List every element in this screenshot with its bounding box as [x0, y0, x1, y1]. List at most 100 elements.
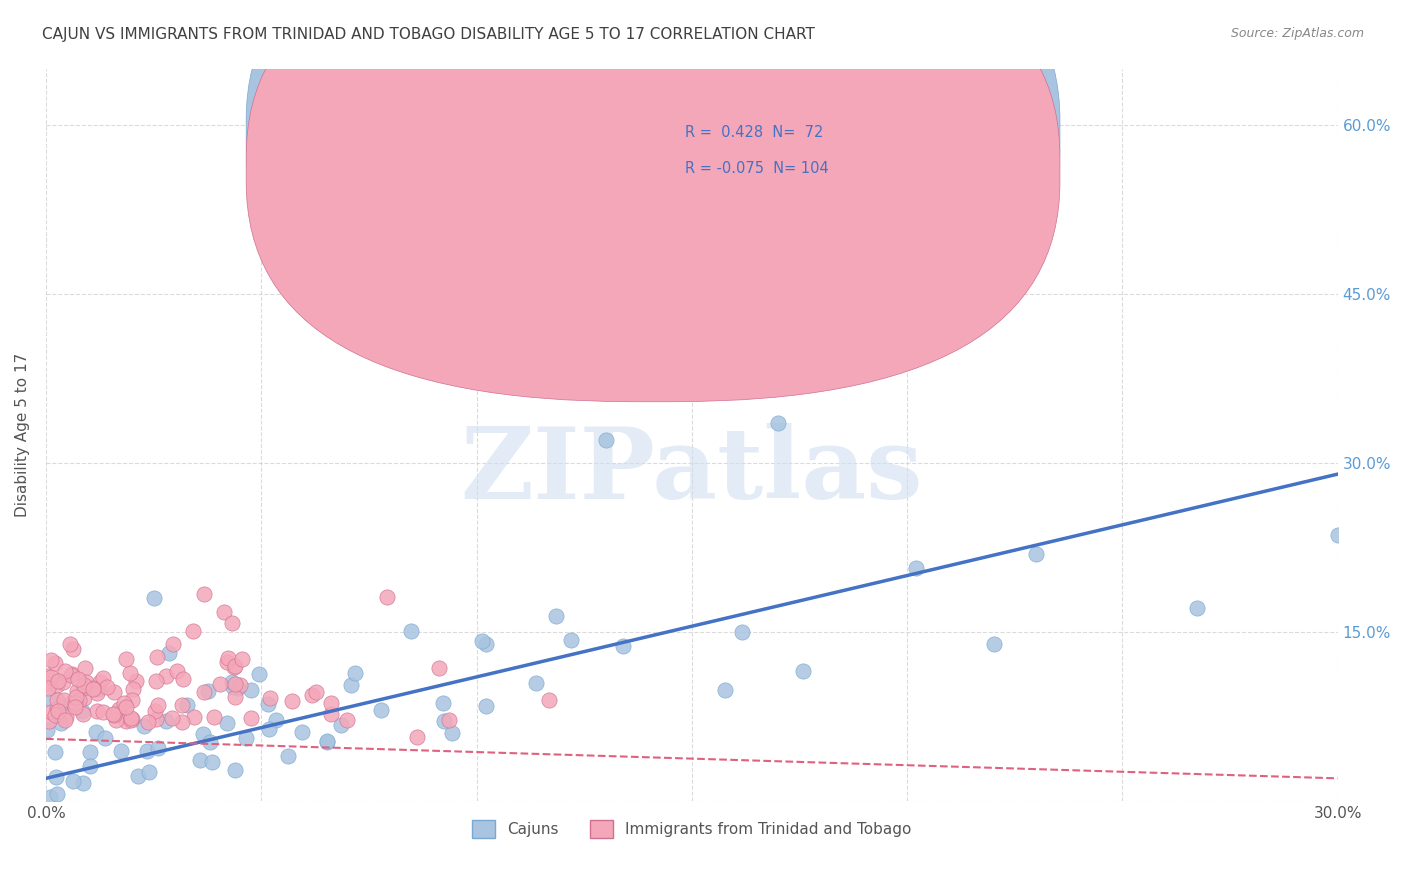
Point [440, 725, 463, 739]
Point [115, 652, 138, 666]
Point [471, 634, 494, 648]
Point [1185, 600, 1208, 615]
Point [62, 642, 84, 657]
Point [60, 667, 83, 681]
Y-axis label: Disability Age 5 to 17: Disability Age 5 to 17 [15, 352, 30, 516]
Point [370, 703, 392, 717]
Point [713, 683, 735, 698]
Point [59, 667, 82, 681]
Point [145, 673, 167, 688]
Point [35, 669, 58, 683]
Point [118, 666, 141, 681]
Point [96, 680, 118, 694]
Point [46, 673, 69, 688]
Point [315, 735, 337, 749]
Point [215, 715, 238, 730]
Point [53, 664, 76, 678]
Point [110, 743, 132, 757]
Point [53, 713, 76, 727]
Point [193, 684, 215, 698]
Point [39, 705, 62, 719]
Point [208, 676, 231, 690]
Point [257, 723, 280, 737]
Point [183, 710, 205, 724]
Text: Source: ZipAtlas.com: Source: ZipAtlas.com [1230, 27, 1364, 40]
Point [103, 708, 125, 723]
Point [121, 713, 143, 727]
Point [82, 681, 104, 696]
Point [229, 678, 252, 692]
Point [72, 681, 94, 695]
Point [52, 675, 75, 690]
Point [72, 706, 94, 721]
Point [427, 660, 450, 674]
Point [49, 716, 72, 731]
Point [546, 609, 568, 624]
Point [166, 664, 188, 678]
Point [62, 774, 84, 789]
Point [983, 637, 1005, 651]
Point [222, 659, 245, 673]
Point [73, 660, 96, 674]
Point [432, 696, 454, 710]
Point [39, 669, 62, 683]
Point [79, 745, 101, 759]
Point [560, 632, 582, 647]
Point [247, 666, 270, 681]
Point [67, 693, 90, 707]
Text: R =  0.428  N=  72: R = 0.428 N= 72 [685, 125, 824, 140]
FancyBboxPatch shape [246, 0, 1060, 365]
Point [162, 711, 184, 725]
Point [121, 693, 143, 707]
Point [612, 639, 634, 653]
Point [301, 688, 323, 702]
Point [315, 734, 337, 748]
Point [72, 775, 94, 789]
Point [73, 678, 96, 692]
FancyBboxPatch shape [607, 109, 1021, 208]
Point [439, 713, 461, 727]
Point [766, 417, 789, 431]
Point [41, 693, 63, 707]
Point [155, 669, 177, 683]
Point [188, 753, 211, 767]
Point [41, 652, 63, 666]
Point [193, 726, 215, 740]
Point [37, 681, 59, 695]
Point [143, 704, 166, 718]
Point [60, 695, 83, 709]
Point [107, 706, 129, 720]
Point [45, 693, 67, 707]
Point [103, 707, 125, 722]
Point [112, 696, 135, 710]
Point [66, 672, 89, 686]
Point [222, 681, 245, 695]
Point [115, 699, 138, 714]
Point [142, 591, 165, 605]
Point [122, 681, 145, 696]
Point [201, 755, 224, 769]
Point [319, 706, 342, 721]
Point [224, 763, 246, 777]
Point [86, 704, 108, 718]
Point [125, 673, 148, 688]
Point [433, 714, 456, 729]
Point [46, 704, 69, 718]
Point [198, 735, 221, 749]
Point [55, 710, 77, 724]
Point [212, 605, 235, 619]
Point [474, 699, 496, 714]
Point [132, 719, 155, 733]
Point [176, 698, 198, 713]
Point [162, 637, 184, 651]
Point [52, 699, 75, 714]
Point [63, 699, 86, 714]
Point [82, 681, 104, 695]
Point [221, 674, 243, 689]
Point [172, 714, 194, 729]
Point [264, 714, 287, 728]
Point [63, 696, 86, 710]
Point [319, 696, 342, 710]
Point [66, 684, 89, 698]
Point [240, 711, 263, 725]
